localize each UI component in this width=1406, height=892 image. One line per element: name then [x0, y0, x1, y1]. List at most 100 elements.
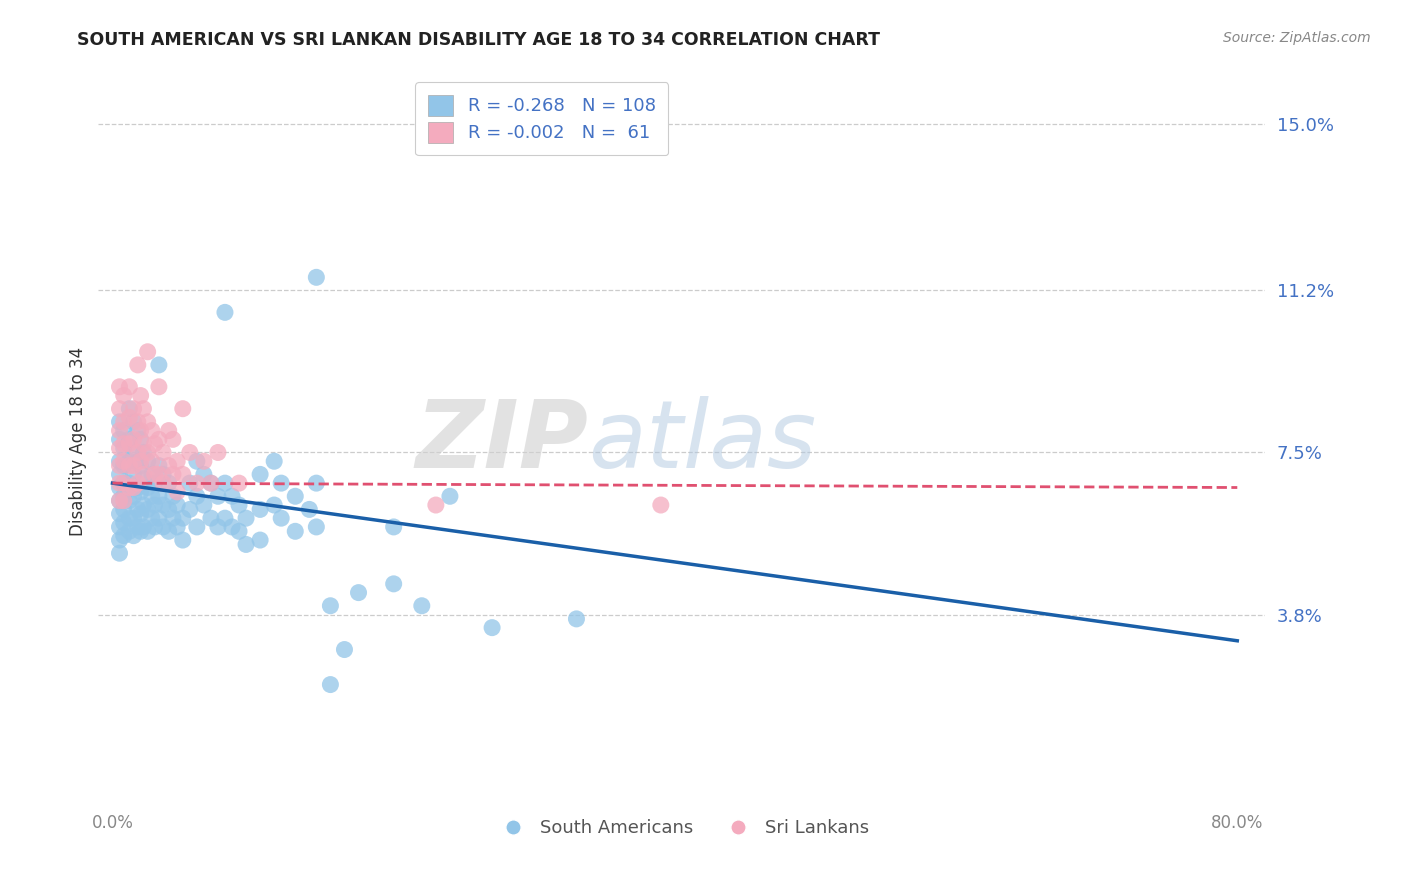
Point: [127, 445, 149, 459]
Point: [179, 476, 201, 491]
Point: [193, 467, 215, 482]
Point: [305, 476, 328, 491]
Point: [319, 677, 342, 691]
Point: [152, 498, 174, 512]
Point: [122, 529, 145, 543]
Point: [118, 433, 141, 447]
Point: [141, 424, 163, 438]
Point: [118, 493, 141, 508]
Point: [112, 454, 135, 468]
Point: [148, 489, 170, 503]
Point: [112, 516, 135, 530]
Point: [108, 546, 131, 560]
Point: [122, 511, 145, 525]
Point: [425, 498, 447, 512]
Point: [112, 441, 135, 455]
Point: [112, 424, 135, 438]
Point: [186, 454, 208, 468]
Point: [193, 454, 215, 468]
Point: [122, 433, 145, 447]
Point: [439, 489, 461, 503]
Point: [263, 454, 285, 468]
Point: [112, 388, 135, 402]
Point: [122, 401, 145, 416]
Point: [108, 493, 131, 508]
Point: [112, 529, 135, 543]
Point: [122, 489, 145, 503]
Point: [228, 524, 250, 539]
Text: Source: ZipAtlas.com: Source: ZipAtlas.com: [1223, 31, 1371, 45]
Point: [143, 476, 166, 491]
Point: [305, 520, 328, 534]
Point: [305, 270, 328, 285]
Point: [122, 481, 145, 495]
Point: [152, 476, 174, 491]
Point: [118, 380, 141, 394]
Point: [235, 511, 257, 525]
Point: [141, 467, 163, 482]
Point: [152, 467, 174, 482]
Point: [127, 481, 149, 495]
Point: [132, 520, 155, 534]
Text: SOUTH AMERICAN VS SRI LANKAN DISABILITY AGE 18 TO 34 CORRELATION CHART: SOUTH AMERICAN VS SRI LANKAN DISABILITY …: [77, 31, 880, 49]
Point: [112, 476, 135, 491]
Point: [200, 476, 222, 491]
Point: [200, 511, 222, 525]
Point: [157, 502, 180, 516]
Point: [108, 424, 131, 438]
Point: [143, 520, 166, 534]
Point: [162, 433, 184, 447]
Point: [179, 445, 201, 459]
Point: [118, 481, 141, 495]
Point: [148, 458, 170, 473]
Point: [112, 415, 135, 429]
Point: [228, 498, 250, 512]
Point: [141, 454, 163, 468]
Point: [127, 520, 149, 534]
Text: atlas: atlas: [589, 396, 817, 487]
Point: [157, 524, 180, 539]
Point: [122, 445, 145, 459]
Point: [148, 467, 170, 482]
Point: [200, 476, 222, 491]
Point: [108, 415, 131, 429]
Point: [221, 489, 243, 503]
Point: [148, 358, 170, 372]
Point: [118, 410, 141, 425]
Point: [143, 436, 166, 450]
Point: [108, 401, 131, 416]
Point: [127, 476, 149, 491]
Point: [650, 498, 672, 512]
Point: [127, 424, 149, 438]
Point: [382, 577, 405, 591]
Point: [235, 537, 257, 551]
Point: [112, 489, 135, 503]
Point: [319, 599, 342, 613]
Point: [157, 476, 180, 491]
Point: [108, 520, 131, 534]
Point: [284, 524, 307, 539]
Point: [333, 642, 356, 657]
Point: [129, 454, 152, 468]
Point: [270, 511, 292, 525]
Point: [214, 511, 236, 525]
Point: [136, 481, 159, 495]
Point: [129, 507, 152, 521]
Point: [122, 415, 145, 429]
Point: [136, 524, 159, 539]
Point: [129, 524, 152, 539]
Point: [284, 489, 307, 503]
Point: [143, 498, 166, 512]
Point: [108, 467, 131, 482]
Point: [143, 467, 166, 482]
Point: [112, 502, 135, 516]
Point: [186, 489, 208, 503]
Point: [132, 436, 155, 450]
Point: [132, 472, 155, 486]
Point: [136, 502, 159, 516]
Point: [565, 612, 588, 626]
Point: [118, 458, 141, 473]
Point: [132, 445, 155, 459]
Point: [108, 507, 131, 521]
Point: [172, 467, 194, 482]
